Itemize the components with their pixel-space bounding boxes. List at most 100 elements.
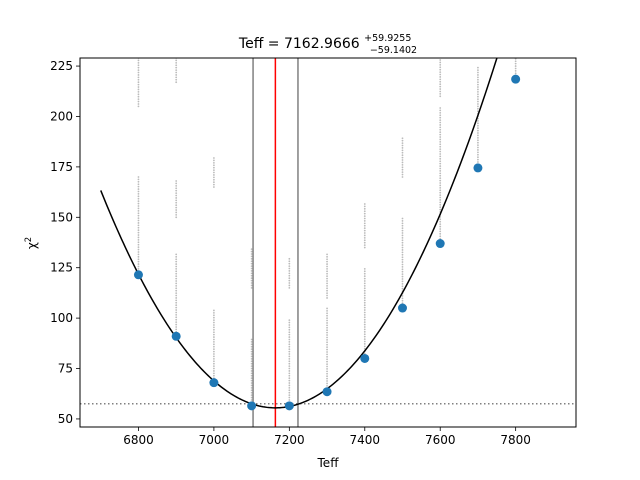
grey-sample-point [250, 284, 253, 287]
grey-sample-point [439, 63, 442, 66]
grey-sample-point [326, 329, 328, 332]
grey-sample-point [288, 326, 291, 329]
grey-sample-point [137, 76, 140, 79]
grey-sample-point [288, 367, 291, 370]
grey-sample-point [439, 148, 442, 151]
grey-sample-point [326, 309, 328, 312]
grey-sample-point [250, 345, 253, 348]
grey-sample-point [477, 98, 479, 101]
grey-sample-point [326, 317, 328, 320]
grey-sample-point [137, 81, 140, 84]
grey-sample-point [137, 253, 140, 256]
grey-sample-point [439, 199, 442, 201]
grey-sample-point [326, 341, 328, 344]
grey-sample-point [363, 309, 366, 311]
grey-sample-point [363, 268, 366, 270]
grey-sample-point [213, 350, 215, 353]
grey-sample-point [288, 277, 291, 280]
grey-sample-point [477, 74, 479, 76]
grey-sample-point [401, 137, 404, 140]
grey-sample-point [326, 280, 328, 282]
grey-sample-point [401, 224, 404, 227]
grey-sample-point [477, 95, 479, 98]
grey-sample-point [213, 362, 215, 365]
grey-sample-point [326, 253, 328, 256]
grey-sample-point [175, 301, 178, 304]
grey-sample-point [363, 333, 366, 336]
grey-sample-point [477, 86, 479, 88]
grey-sample-point [401, 299, 404, 302]
grey-sample-point [401, 241, 404, 244]
grey-sample-point [175, 69, 178, 71]
grey-sample-point [401, 222, 404, 225]
grey-sample-point [326, 307, 328, 310]
grey-sample-point [363, 289, 366, 292]
grey-sample-point [175, 287, 178, 290]
grey-sample-point [288, 341, 291, 343]
grey-sample-point [363, 297, 366, 299]
grey-sample-point [137, 74, 140, 76]
grey-sample-point [477, 124, 479, 127]
grey-sample-point [363, 311, 366, 314]
grey-sample-point [288, 386, 291, 389]
grey-sample-point [477, 71, 479, 74]
grey-sample-point [250, 353, 253, 355]
grey-sample-point [439, 90, 442, 93]
grey-sample-point [250, 253, 253, 255]
grey-sample-point [137, 248, 140, 251]
grey-sample-point [250, 355, 253, 358]
grey-sample-point [401, 139, 404, 142]
grey-sample-point [477, 90, 479, 93]
grey-sample-point [514, 72, 517, 75]
grey-sample-point [213, 321, 215, 324]
grey-sample-point [175, 187, 178, 190]
grey-sample-point [401, 285, 404, 288]
grey-sample-point [213, 164, 215, 167]
grey-sample-point [401, 270, 404, 273]
grey-sample-point [401, 161, 404, 164]
grey-sample-point [288, 365, 291, 367]
grey-sample-point [175, 268, 178, 270]
grey-sample-point [326, 263, 328, 265]
grey-sample-point [213, 166, 215, 169]
grey-sample-point [213, 186, 215, 188]
grey-sample-point [439, 143, 442, 146]
grey-sample-point [363, 306, 366, 309]
grey-sample-point [137, 231, 140, 234]
grey-sample-point [363, 246, 366, 249]
grey-sample-point [175, 326, 178, 328]
grey-sample-point [175, 321, 178, 324]
grey-sample-point [288, 399, 291, 401]
grey-sample-point [401, 220, 404, 222]
grey-sample-point [477, 141, 479, 144]
grey-sample-point [288, 267, 291, 270]
grey-sample-point [175, 184, 178, 187]
grey-sample-point [401, 151, 404, 154]
grey-sample-point [401, 261, 404, 263]
grey-sample-point [363, 313, 366, 316]
grey-sample-point [363, 318, 366, 321]
grey-sample-point [250, 357, 253, 360]
grey-sample-point [137, 234, 140, 236]
grey-sample-point [401, 227, 404, 230]
grey-sample-point [401, 154, 404, 157]
grey-sample-point [175, 289, 178, 292]
fit-curve-layer [100, 58, 498, 409]
chart-title: Teff = 7162.9666 +59.9255 −59.1402 [238, 29, 417, 56]
title-main: Teff = 7162.9666 [238, 36, 360, 52]
grey-sample-point [250, 270, 253, 272]
grey-sample-point [175, 258, 178, 261]
grey-sample-point [288, 350, 291, 353]
grey-sample-point [439, 157, 442, 160]
grey-sample-point [288, 279, 291, 282]
grey-sample-point [439, 138, 442, 141]
grey-sample-point [288, 336, 291, 338]
grey-sample-point [213, 319, 215, 322]
data-point [397, 303, 407, 313]
grey-sample-point [439, 182, 442, 184]
grey-sample-point [363, 323, 366, 326]
grey-sample-point [477, 146, 479, 149]
grey-sample-point [288, 338, 291, 341]
data-point [171, 331, 181, 341]
grey-sample-point [326, 343, 328, 346]
